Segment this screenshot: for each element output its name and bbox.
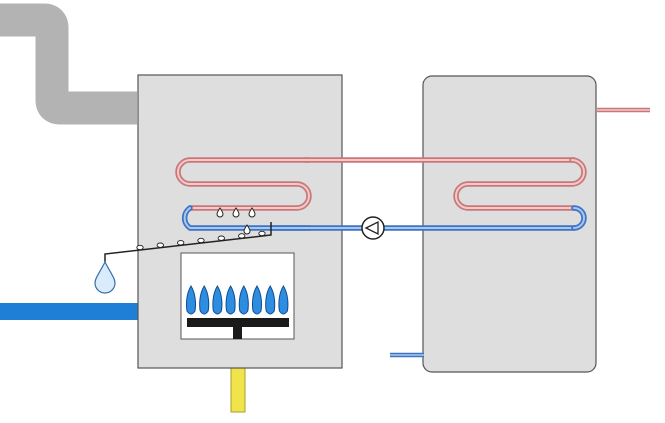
primary-return-coil (181, 205, 587, 231)
condensate-beads (136, 230, 266, 251)
burner-manifold (187, 318, 289, 327)
condensate-droplet (232, 207, 240, 218)
storage-cylinder (422, 75, 597, 373)
flame (238, 285, 249, 315)
coil-condensate-droplets (216, 207, 256, 235)
flame (199, 285, 210, 315)
condensate-drip-tray (104, 222, 272, 262)
flame (186, 285, 196, 315)
condensate-bead (177, 240, 185, 246)
condensate-droplet (243, 224, 251, 235)
condensate-bead (156, 242, 164, 248)
condensate-bead (136, 244, 144, 251)
flame (225, 285, 236, 315)
cold-water-inlet-pipe (0, 303, 139, 320)
flue-pipe (0, 3, 137, 125)
circulation-pump (361, 216, 385, 240)
condensate-bead (258, 230, 266, 237)
condensate-bead (197, 237, 205, 244)
primary-flow-coil (175, 157, 587, 211)
gas-supply-pipe (230, 367, 246, 413)
gas-burner (180, 252, 295, 340)
flame (278, 285, 289, 315)
condensate-bead (238, 233, 246, 239)
condensate-bead (217, 235, 225, 241)
condensate-drop (94, 260, 116, 294)
burner-flames (186, 285, 289, 315)
flame (265, 285, 276, 315)
flame (212, 285, 223, 315)
flame (252, 285, 262, 315)
burner-stem (233, 325, 242, 339)
condensate-droplet (248, 207, 256, 218)
condensate-droplet (216, 207, 224, 218)
